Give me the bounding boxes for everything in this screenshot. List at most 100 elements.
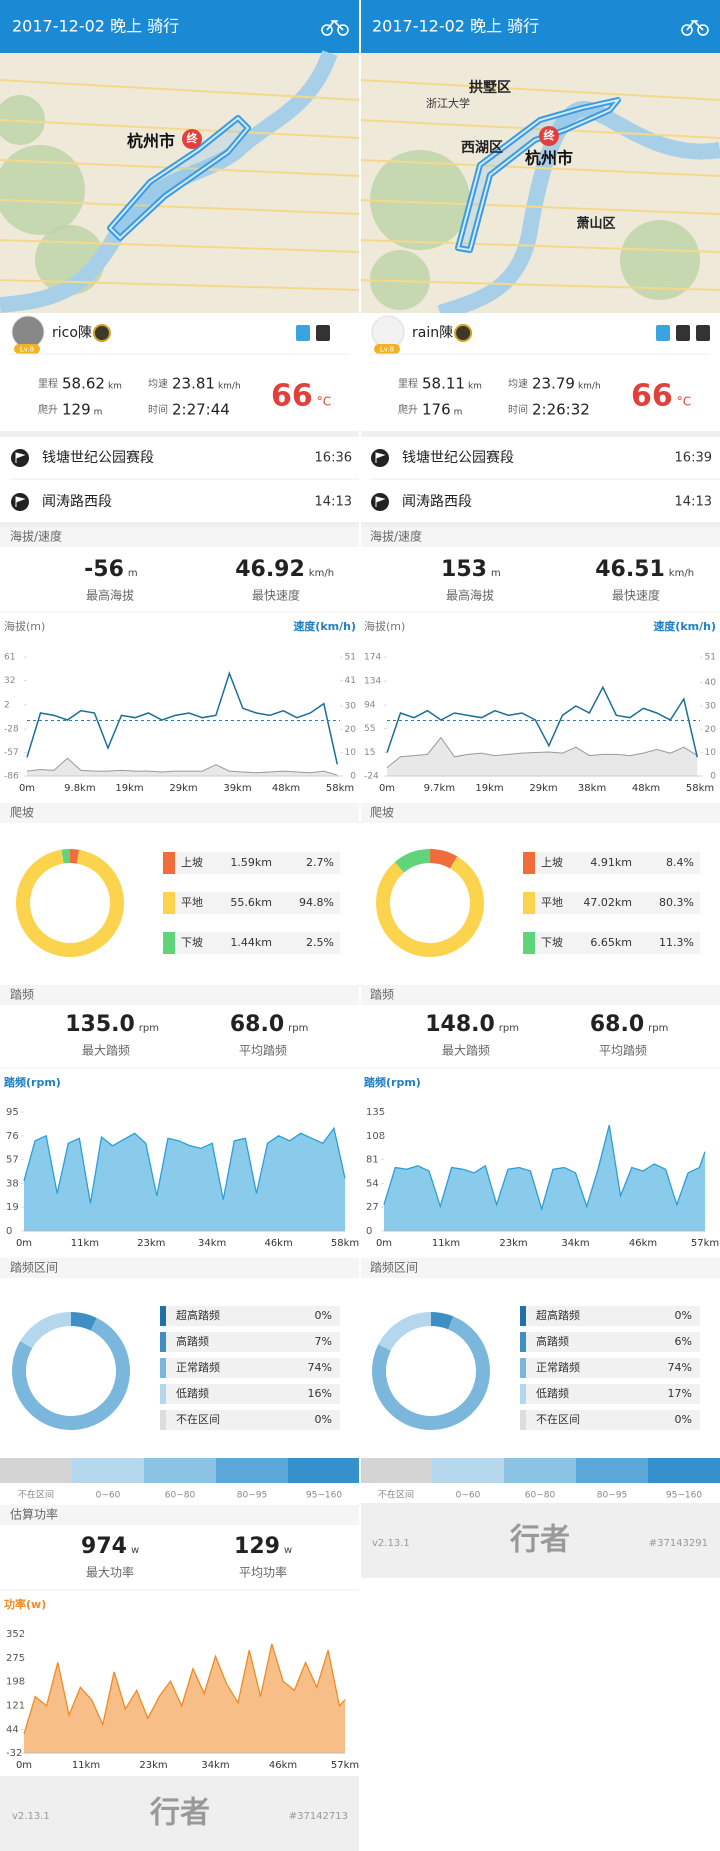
unit: rpm [648,1023,668,1034]
legend-percent: 0% [675,1309,692,1322]
legend-swatch [160,1306,166,1326]
map-road [359,119,720,139]
zone-scale-segment [360,1458,432,1483]
section-bar [360,803,720,823]
unit: km/h [669,568,694,579]
legend-row [526,1306,700,1326]
zone-scale-segment [648,1458,720,1483]
y-tick-label: 121 [6,1701,25,1712]
y-tick-label: -57 [4,748,19,758]
big-value: 974 [81,1534,127,1559]
zone-scale-label: 0~60 [456,1491,481,1501]
legend-swatch [163,892,175,914]
x-tick-label: 46km [629,1238,657,1249]
stat-value: 58.62 [62,375,105,393]
x-tick-label: 34km [561,1238,589,1249]
elevation-line [386,736,698,768]
legend-distance: 1.59km [230,856,272,869]
legend-swatch [520,1306,526,1326]
y-tick-label: 94 [364,701,376,711]
footer [0,1776,360,1851]
device-icon [656,325,670,341]
zone-scale-segment [504,1458,576,1483]
x-tick-label: 39km [223,783,251,794]
unit: km/h [309,568,334,579]
y-tick-label: -32 [6,1748,22,1759]
y-tick-label: 0 [366,1226,372,1237]
segment-time: 14:13 [315,495,352,510]
y2-tick-label: 10 [345,748,357,758]
legend-name: 平地 [181,896,203,909]
footer [360,1503,720,1578]
map-route-inner [456,98,621,252]
y2-tick-label: 0 [710,772,716,782]
level-badge [14,344,40,354]
y-tick-label: 108 [366,1131,385,1142]
legend-name: 不在区间 [536,1413,580,1426]
x-tick-label: 58km [326,783,354,794]
x-tick-label: 29km [169,783,197,794]
avatar [11,315,45,349]
y-axis-title: 海拔(m) [364,619,405,633]
value-caption: 最高海拔 [86,588,134,603]
bike-icon [337,24,349,36]
header-title: 2017-12-02 晚上 骑行 [372,17,539,36]
legend-swatch [520,1332,526,1352]
segment-time: 14:13 [675,495,712,510]
x-tick-label: 46km [269,1760,297,1771]
legend-name: 下坡 [181,936,203,949]
y-tick-label: 275 [6,1653,25,1664]
zone-scale-segment [216,1458,288,1483]
section-bar [0,985,360,1005]
y-tick-label: 134 [364,677,381,687]
chart-title: 踏频(rpm) [4,1075,61,1089]
section-bar [360,985,720,1005]
legend-swatch [523,932,535,954]
y2-tick-label: 41 [345,676,356,686]
y-tick-label: -24 [364,772,379,782]
bike-icon [681,24,693,36]
footer-logo: 行者 [149,1796,210,1831]
unit: rpm [499,1023,519,1034]
legend-swatch [163,932,175,954]
x-tick-label: 57km [331,1760,359,1771]
legend-name: 下坡 [541,936,563,949]
y2-tick-label: 51 [705,653,716,663]
section-title: 爬坡 [10,806,34,820]
legend-row [166,1306,340,1326]
speed-line [386,685,699,758]
legend-swatch [520,1358,526,1378]
y2-tick-label: 0 [350,772,356,782]
legend-row [166,1358,340,1378]
y-axis-title: 海拔(m) [4,619,45,633]
legend-percent: 8.4% [666,856,694,869]
x-tick-label: 19km [475,783,503,794]
legend-swatch [523,852,535,874]
big-value: 153 [441,557,487,582]
big-value: 148.0 [425,1012,495,1037]
bike-icon [321,24,333,36]
y-tick-label: -28 [4,725,19,735]
stat-value: 23.81 [172,375,215,393]
x-tick-label: 11km [72,1760,100,1771]
y-tick-label: 32 [4,676,15,686]
gap [0,522,360,527]
bike-icon [686,19,704,31]
legend-percent: 17% [668,1387,692,1400]
footer-id: #37142713 [289,1811,348,1822]
legend-name: 超高踏频 [536,1308,580,1322]
stat-value: 2:27:44 [172,401,230,419]
y-tick-label: 15 [364,748,375,758]
legend-percent: 7% [315,1335,332,1348]
y-tick-label: 57 [6,1155,19,1166]
bike-icon [697,24,709,36]
x-tick-label: 29km [529,783,557,794]
big-value: 135.0 [65,1012,135,1037]
x-tick-label: 0m [379,783,395,794]
legend-percent: 94.8% [299,896,334,909]
unit: rpm [288,1023,308,1034]
unit: rpm [139,1023,159,1034]
y-tick-label: 2 [4,700,10,710]
stat-label: 均速 [148,378,168,390]
